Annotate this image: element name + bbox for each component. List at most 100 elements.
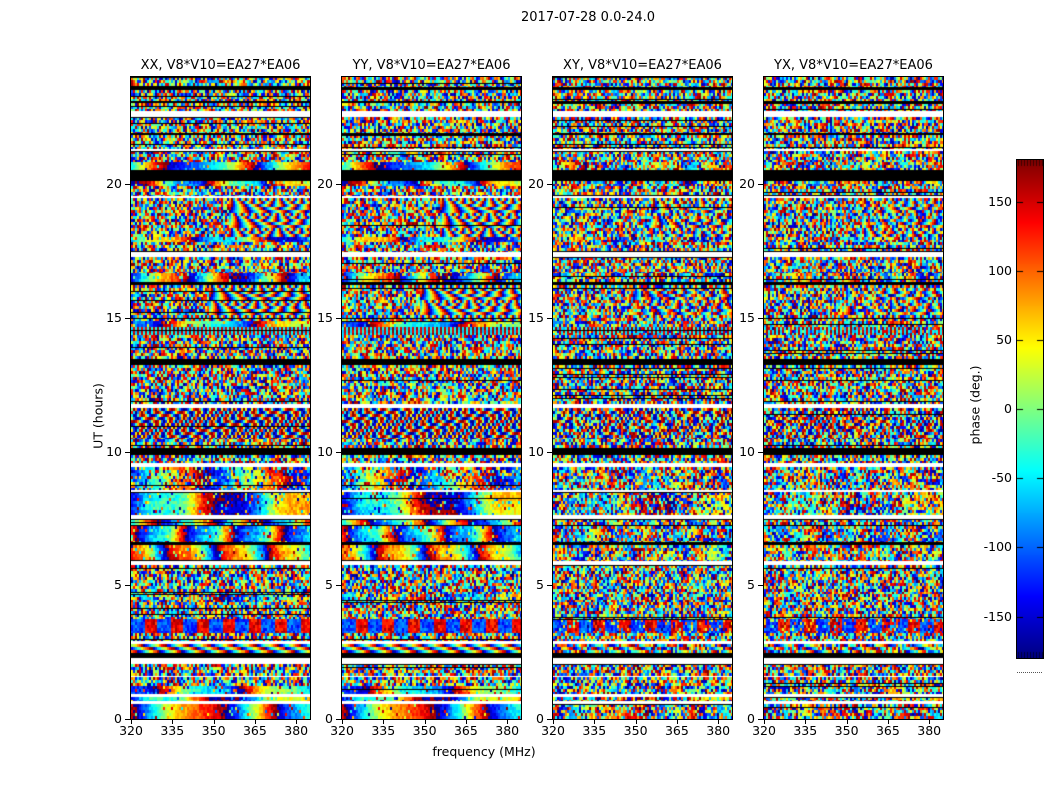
heatmap-panel-3: [763, 76, 944, 720]
y-tick-label: 15: [739, 309, 755, 325]
y-tick: [547, 585, 552, 587]
figure-title: 2017-07-28 0.0-24.0: [521, 10, 655, 25]
y-tick: [336, 184, 341, 185]
x-tick-label: 365: [453, 723, 478, 738]
x-tick: [424, 720, 426, 724]
x-tick: [887, 720, 889, 724]
heatmap-canvas-3: [764, 77, 943, 719]
x-tick: [213, 720, 215, 724]
x-tick-label: 365: [664, 723, 689, 738]
y-tick-label: 15: [106, 309, 122, 325]
x-tick: [846, 720, 848, 724]
colorbar: [1016, 159, 1044, 659]
colorbar-tick-label: -100: [983, 539, 1012, 555]
colorbar-tick-label: 50: [996, 331, 1012, 347]
y-tick-label: 15: [528, 309, 544, 325]
x-tick-label: 335: [371, 723, 396, 738]
x-tick-label: 350: [834, 723, 859, 738]
y-tick-label: 10: [739, 443, 755, 459]
heatmap-panel-0: [130, 76, 311, 720]
y-tick: [125, 585, 130, 587]
y-tick: [758, 317, 763, 319]
x-tick-label: 365: [242, 723, 267, 738]
x-tick-label: 320: [119, 723, 143, 738]
x-tick: [465, 720, 467, 724]
y-tick: [125, 719, 130, 720]
y-tick-label: 5: [747, 577, 755, 593]
x-tick-label: 320: [330, 723, 354, 738]
colorbar-tick-label: -150: [983, 608, 1012, 624]
y-tick-label: 5: [325, 577, 333, 593]
x-tick: [254, 720, 256, 724]
x-tick-label: 380: [495, 723, 520, 738]
x-axis-label: frequency (MHz): [432, 744, 536, 759]
y-tick: [758, 451, 763, 453]
heatmap-panel-2: [552, 76, 733, 720]
colorbar-tick-label: 100: [988, 262, 1012, 278]
heatmap-canvas-0: [131, 77, 310, 719]
x-tick: [635, 720, 637, 724]
x-tick: [342, 720, 343, 724]
y-tick: [758, 719, 763, 720]
colorbar-underline: [1017, 672, 1042, 673]
y-tick: [336, 317, 341, 319]
y-tick: [547, 317, 552, 319]
x-tick: [383, 720, 385, 724]
x-tick-label: 335: [160, 723, 185, 738]
y-tick: [336, 719, 341, 720]
x-tick-label: 320: [541, 723, 565, 738]
x-tick: [929, 720, 931, 724]
y-tick-label: 10: [106, 443, 122, 459]
x-tick: [805, 720, 807, 724]
x-tick: [131, 720, 132, 724]
y-tick: [125, 317, 130, 319]
x-tick-label: 380: [284, 723, 309, 738]
heatmap-canvas-2: [553, 77, 732, 719]
x-tick: [553, 720, 554, 724]
x-tick-label: 335: [582, 723, 607, 738]
y-tick-label: 0: [536, 711, 544, 726]
x-tick: [594, 720, 596, 724]
x-tick: [296, 720, 298, 724]
y-tick-label: 10: [317, 443, 333, 459]
y-tick: [336, 451, 341, 453]
x-tick-label: 365: [875, 723, 900, 738]
y-tick: [758, 184, 763, 185]
panel-title-1: YY, V8*V10=EA27*EA06: [352, 58, 511, 73]
y-tick-label: 0: [114, 711, 122, 726]
y-tick-label: 20: [528, 176, 544, 191]
panel-title-2: XY, V8*V10=EA27*EA06: [563, 58, 722, 73]
x-tick: [718, 720, 720, 724]
y-tick: [547, 184, 552, 185]
y-tick: [547, 451, 552, 453]
y-tick: [125, 184, 130, 185]
y-axis-label: UT (hours): [90, 383, 106, 449]
colorbar-tick-label: 150: [988, 193, 1012, 209]
y-tick: [758, 585, 763, 587]
x-tick-label: 350: [623, 723, 648, 738]
y-tick: [125, 451, 130, 453]
heatmap-panel-1: [341, 76, 522, 720]
y-tick-label: 0: [747, 711, 755, 726]
x-tick-label: 380: [917, 723, 942, 738]
x-tick: [507, 720, 509, 724]
y-tick: [547, 719, 552, 720]
y-tick-label: 15: [317, 309, 333, 325]
y-tick: [336, 585, 341, 587]
colorbar-tick-label: 0: [1004, 401, 1012, 416]
x-tick-label: 350: [412, 723, 437, 738]
x-tick-label: 335: [793, 723, 818, 738]
x-tick: [172, 720, 174, 724]
colorbar-gradient: [1017, 160, 1043, 658]
x-tick: [676, 720, 678, 724]
x-tick: [764, 720, 765, 724]
y-tick-label: 20: [317, 176, 333, 191]
y-tick-label: 20: [106, 176, 122, 191]
y-tick-label: 0: [325, 711, 333, 726]
y-tick-label: 10: [528, 443, 544, 459]
x-tick-label: 320: [752, 723, 776, 738]
y-tick-label: 5: [536, 577, 544, 593]
x-tick-label: 350: [201, 723, 226, 738]
panel-title-3: YX, V8*V10=EA27*EA06: [774, 58, 933, 73]
